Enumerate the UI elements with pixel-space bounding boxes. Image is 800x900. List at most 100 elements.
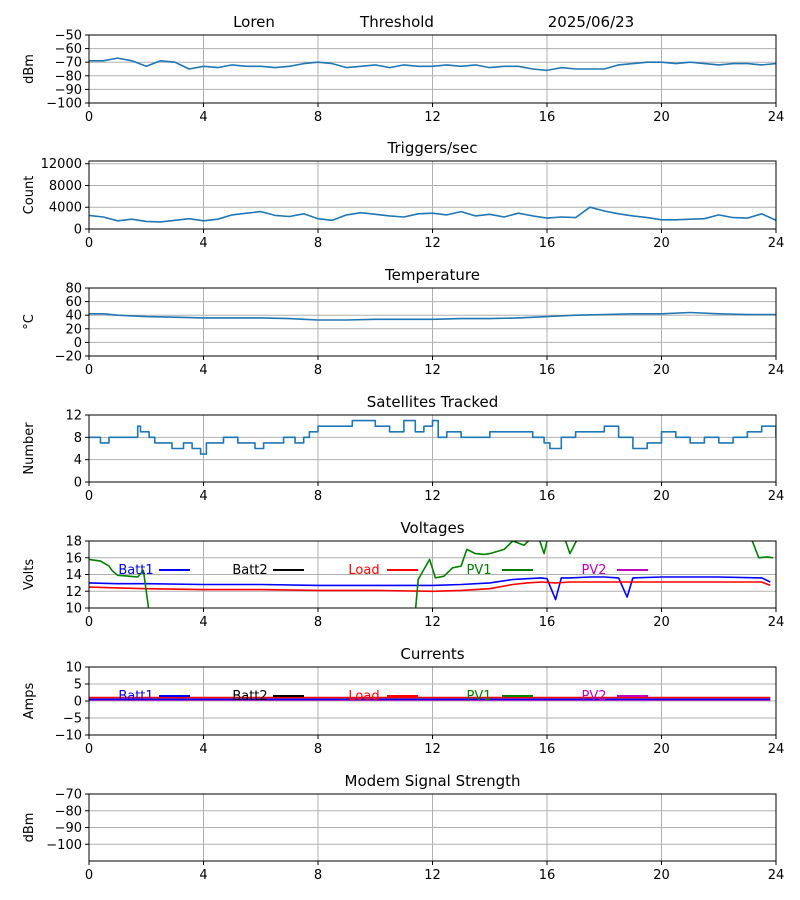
currents-xtick-label: 16: [539, 742, 556, 757]
voltages-xtick-label: 12: [424, 615, 441, 630]
currents-title: Currents: [400, 645, 464, 663]
voltages-xtick-label: 8: [314, 615, 322, 630]
panel-signal: 0 4 8 12 16 20 24 −100−90−80−70−60−50 dBm: [22, 29, 784, 126]
currents-ytick-label: −5: [63, 712, 82, 727]
currents-xtick-label: 8: [314, 742, 322, 757]
temperature-xtick-label: 12: [424, 363, 441, 378]
temperature-series-line: [89, 311, 776, 321]
triggers-ytick-label: 12000: [41, 157, 82, 172]
satellites-xtick-label: 24: [768, 489, 785, 504]
modem-xtick-label: 12: [424, 868, 441, 883]
modem-xtick-label: 20: [653, 868, 670, 883]
modem-ytick-label: −100: [46, 838, 82, 853]
signal-ytick-label: −70: [55, 56, 82, 71]
temperature-ytick-label: 80: [65, 282, 82, 297]
voltages-legend-label-load: Load: [348, 563, 379, 578]
voltages-legend-label-batt1: Batt1: [118, 563, 153, 578]
temperature-ylabel: °C: [22, 314, 37, 330]
currents-xtick-label: 12: [424, 742, 441, 757]
signal-xtick-label: 12: [424, 110, 441, 125]
signal-ytick-label: −60: [55, 42, 82, 57]
modem-ytick-label: −90: [55, 821, 82, 836]
header-mode: Threshold: [359, 13, 434, 31]
triggers-ytick-label: 8000: [49, 179, 82, 194]
voltages-xtick-label: 24: [768, 615, 785, 630]
voltages-ytick-label: 12: [65, 585, 82, 600]
voltages-ytick-label: 18: [65, 535, 82, 550]
modem-xtick-label: 4: [199, 868, 207, 883]
satellites-xtick-label: 12: [424, 489, 441, 504]
voltages-series-batt1: [89, 576, 771, 601]
signal-xtick-label: 24: [768, 110, 785, 125]
currents-legend-label-batt2: Batt2: [232, 689, 267, 704]
panel-triggers: 0 4 8 12 16 20 24 0 4000 8000 12000 Triggers/sec Cou…: [22, 139, 784, 251]
temperature-xtick-label: 20: [653, 363, 670, 378]
temperature-ytick-label: 0: [74, 336, 82, 351]
currents-legend-label-pv1: PV1: [466, 689, 491, 704]
signal-xtick-label: 16: [539, 110, 556, 125]
signal-ytick-label: −80: [55, 69, 82, 84]
satellites-title: Satellites Tracked: [367, 393, 498, 411]
currents-xtick-label: 0: [85, 742, 93, 757]
satellites-ytick-label: 12: [65, 409, 82, 424]
signal-xtick-label: 0: [85, 110, 93, 125]
triggers-xtick-label: 24: [768, 236, 785, 251]
currents-xtick-label: 24: [768, 742, 785, 757]
triggers-xtick-label: 12: [424, 236, 441, 251]
temperature-ytick-label: −20: [55, 350, 82, 365]
panel-modem: 0 4 8 12 16 20 24 −100 −90 −80−70 Modem Signal Str…: [22, 772, 784, 883]
temperature-xtick-label: 4: [199, 363, 207, 378]
triggers-ylabel: Count: [22, 176, 37, 215]
signal-ylabel: dBm: [22, 54, 37, 84]
temperature-xtick-label: 16: [539, 363, 556, 378]
satellites-xtick-label: 8: [314, 489, 322, 504]
satellites-ytick-label: 4: [74, 453, 82, 468]
satellites-ytick-label: 8: [74, 431, 82, 446]
satellites-ylabel: Number: [22, 422, 37, 475]
temperature-xtick-label: 0: [85, 363, 93, 378]
temperature-xtick-label: 24: [768, 363, 785, 378]
voltages-ytick-label: 16: [65, 551, 82, 566]
currents-legend-label-load: Load: [348, 689, 379, 704]
signal-xtick-label: 20: [653, 110, 670, 125]
triggers-xtick-label: 16: [539, 236, 556, 251]
voltages-legend-label-pv2: PV2: [581, 563, 606, 578]
temperature-ytick-label: 40: [65, 309, 82, 324]
voltages-ytick-label: 10: [65, 602, 82, 617]
triggers-ytick-label: 0: [74, 223, 82, 238]
satellites-series-line: [89, 419, 776, 455]
currents-xtick-label: 4: [199, 742, 207, 757]
header-station: Loren: [233, 13, 275, 31]
temperature-title: Temperature: [384, 266, 480, 284]
panel-satellites: 0 4 8 12 16 20 24 0 4 8 12 Satellites Tracked Number: [22, 393, 784, 504]
triggers-xtick-label: 0: [85, 236, 93, 251]
modem-xtick-label: 0: [85, 868, 93, 883]
signal-ytick-label: −100: [46, 97, 82, 112]
satellites-ytick-label: 0: [74, 476, 82, 491]
voltages-ytick-label: 14: [65, 568, 82, 583]
modem-ytick-label: −80: [55, 804, 82, 819]
signal-ytick-label: −90: [55, 83, 82, 98]
currents-ytick-label: −10: [55, 729, 82, 744]
voltages-series-pv1: [89, 541, 774, 608]
voltages-ylabel: Volts: [22, 559, 37, 591]
temperature-ytick-label: 60: [65, 295, 82, 310]
voltages-xtick-label: 4: [199, 615, 207, 630]
currents-legend-label-pv2: PV2: [581, 689, 606, 704]
triggers-series-line: [89, 206, 776, 223]
satellites-xtick-label: 0: [85, 489, 93, 504]
satellites-xtick-label: 20: [653, 489, 670, 504]
voltages-xtick-label: 16: [539, 615, 556, 630]
voltages-xtick-label: 20: [653, 615, 670, 630]
modem-xtick-label: 8: [314, 868, 322, 883]
signal-xtick-label: 8: [314, 110, 322, 125]
currents-ylabel: Amps: [22, 682, 37, 719]
temperature-ytick-label: 20: [65, 322, 82, 337]
temperature-xtick-label: 8: [314, 363, 322, 378]
signal-ytick-label: −50: [55, 29, 82, 44]
